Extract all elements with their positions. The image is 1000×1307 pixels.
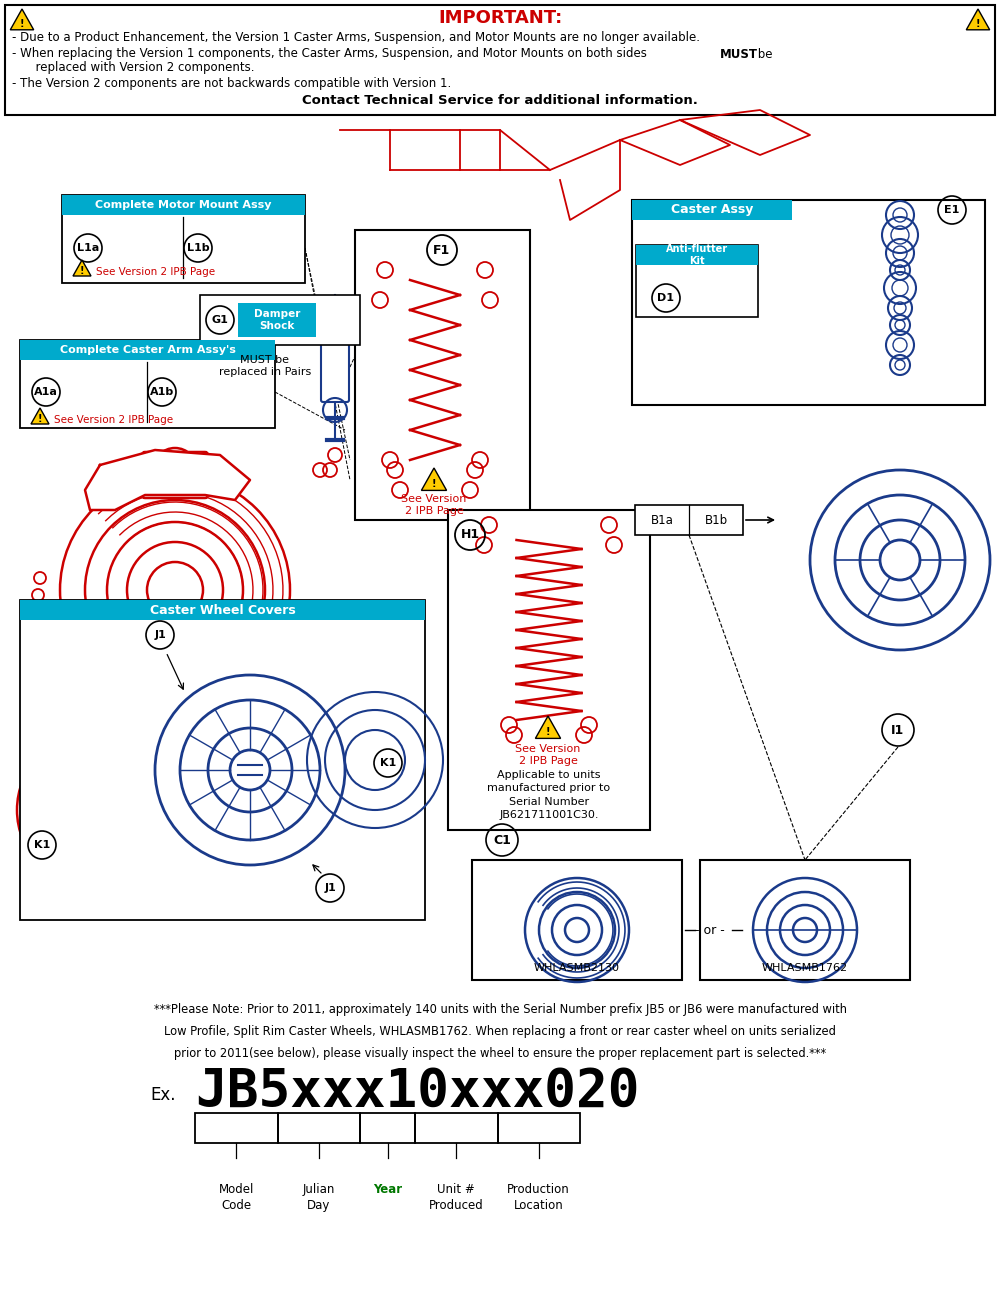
Text: Left: Left [218, 242, 242, 255]
Text: L1b: L1b [187, 243, 209, 254]
Text: !: ! [432, 480, 436, 489]
Text: C1: C1 [493, 834, 511, 847]
Text: replaced with Version 2 components.: replaced with Version 2 components. [28, 61, 254, 74]
Text: Right: Right [66, 386, 99, 399]
Text: be: be [754, 47, 772, 60]
FancyBboxPatch shape [62, 195, 305, 284]
Text: Caster Wheel Covers: Caster Wheel Covers [150, 604, 295, 617]
Text: Ex.: Ex. [150, 1086, 176, 1104]
Text: WHLASMB1762: WHLASMB1762 [762, 963, 848, 972]
FancyBboxPatch shape [20, 340, 275, 427]
FancyBboxPatch shape [632, 200, 792, 220]
Text: Model
Code: Model Code [219, 1183, 254, 1212]
FancyBboxPatch shape [238, 303, 316, 337]
Text: F1: F1 [433, 243, 451, 256]
FancyBboxPatch shape [200, 295, 360, 345]
Text: JB5xxx10xxx020: JB5xxx10xxx020 [195, 1067, 640, 1117]
Text: Applicable to units
manufactured prior to
Serial Number
JB621711001C30.: Applicable to units manufactured prior t… [487, 770, 611, 819]
Text: MUST be
replaced in Pairs: MUST be replaced in Pairs [219, 356, 311, 378]
FancyBboxPatch shape [632, 200, 985, 405]
Text: K1: K1 [34, 840, 50, 850]
Text: Left: Left [182, 386, 206, 399]
Text: Production
Location: Production Location [507, 1183, 570, 1212]
Text: G1: G1 [212, 315, 228, 325]
Text: !: ! [20, 18, 24, 29]
Text: - or -: - or - [695, 924, 725, 937]
Text: Julian
Day: Julian Day [303, 1183, 335, 1212]
Text: WHLASMB2130: WHLASMB2130 [534, 963, 620, 972]
FancyBboxPatch shape [636, 244, 758, 265]
FancyBboxPatch shape [5, 5, 995, 115]
Text: K1: K1 [380, 758, 396, 769]
FancyBboxPatch shape [636, 244, 758, 318]
Text: !: ! [80, 267, 84, 277]
FancyBboxPatch shape [321, 308, 349, 403]
Polygon shape [966, 9, 990, 30]
Text: !: ! [546, 727, 550, 737]
Text: E1: E1 [944, 205, 960, 214]
Text: Contact Technical Service for additional information.: Contact Technical Service for additional… [302, 94, 698, 106]
Polygon shape [10, 9, 34, 30]
Text: See Version
2 IPB Page: See Version 2 IPB Page [401, 494, 467, 516]
Text: See Version 2 IPB Page: See Version 2 IPB Page [54, 416, 173, 425]
Text: prior to 2011(see below), please visually inspect the wheel to ensure the proper: prior to 2011(see below), please visuall… [174, 1047, 826, 1060]
Polygon shape [535, 716, 561, 738]
Text: ***Please Note: Prior to 2011, approximately 140 units with the Serial Number pr: ***Please Note: Prior to 2011, approxima… [154, 1004, 846, 1017]
Text: Low Profile, Split Rim Caster Wheels, WHLASMB1762. When replacing a front or rea: Low Profile, Split Rim Caster Wheels, WH… [164, 1026, 836, 1039]
Text: IMPORTANT:: IMPORTANT: [438, 9, 562, 27]
FancyBboxPatch shape [142, 452, 208, 498]
Text: A1a: A1a [34, 387, 58, 397]
Text: J1: J1 [324, 884, 336, 893]
Polygon shape [73, 260, 91, 276]
FancyBboxPatch shape [635, 505, 743, 535]
Text: !: ! [976, 18, 980, 29]
Text: B1b: B1b [704, 514, 728, 527]
Text: J1: J1 [154, 630, 166, 640]
Polygon shape [31, 408, 49, 423]
Text: D1: D1 [658, 293, 674, 303]
FancyBboxPatch shape [20, 600, 425, 920]
Text: Complete Motor Mount Assy: Complete Motor Mount Assy [95, 200, 272, 210]
Text: See Version 2 IPB Page: See Version 2 IPB Page [96, 267, 215, 277]
Text: MUST: MUST [720, 47, 758, 60]
FancyBboxPatch shape [472, 860, 682, 980]
FancyBboxPatch shape [20, 600, 425, 620]
FancyBboxPatch shape [700, 860, 910, 980]
Text: Right: Right [108, 242, 141, 255]
Text: B1a: B1a [651, 514, 673, 527]
Text: A1b: A1b [150, 387, 174, 397]
Text: Anti-flutter
Kit: Anti-flutter Kit [666, 244, 728, 265]
Polygon shape [85, 450, 250, 510]
Text: Year: Year [373, 1183, 402, 1196]
Text: L1a: L1a [77, 243, 99, 254]
FancyBboxPatch shape [20, 340, 275, 359]
Text: Caster Assy: Caster Assy [671, 204, 753, 217]
Text: H1: H1 [460, 528, 480, 541]
Text: Complete Caster Arm Assy's: Complete Caster Arm Assy's [60, 345, 235, 356]
Text: - The Version 2 components are not backwards compatible with Version 1.: - The Version 2 components are not backw… [12, 77, 451, 89]
Text: I1: I1 [891, 724, 905, 737]
Text: - When replacing the Version 1 components, the Caster Arms, Suspension, and Moto: - When replacing the Version 1 component… [12, 47, 651, 60]
Text: Damper
Shock: Damper Shock [254, 310, 300, 331]
FancyBboxPatch shape [62, 195, 305, 214]
Polygon shape [421, 468, 447, 490]
Text: See Version
2 IPB Page: See Version 2 IPB Page [515, 744, 581, 766]
Text: !: ! [38, 414, 42, 425]
FancyBboxPatch shape [448, 510, 650, 830]
Text: Unit #
Produced: Unit # Produced [429, 1183, 484, 1212]
Text: - Due to a Product Enhancement, the Version 1 Caster Arms, Suspension, and Motor: - Due to a Product Enhancement, the Vers… [12, 31, 700, 44]
FancyBboxPatch shape [355, 230, 530, 520]
